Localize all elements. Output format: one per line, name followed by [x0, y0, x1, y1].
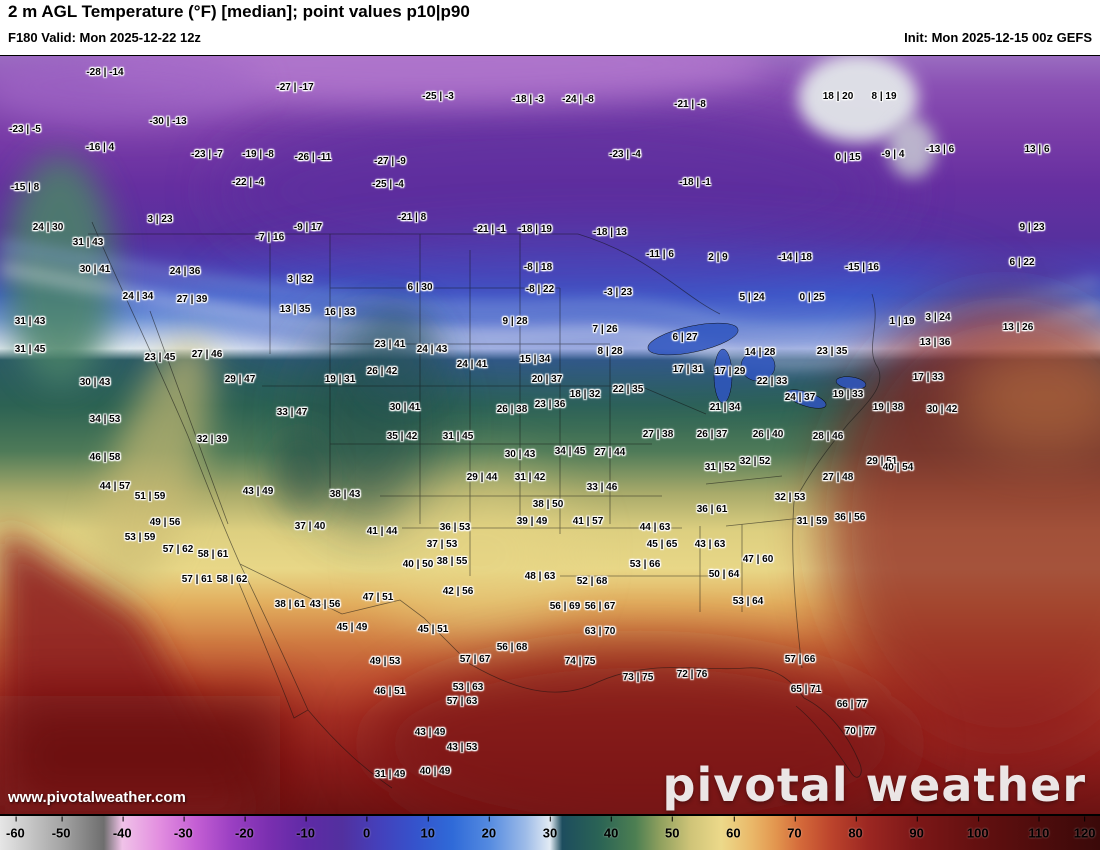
map-header: 2 m AGL Temperature (°F) [median]; point… — [0, 0, 1100, 55]
colorbar-tick-label: 40 — [603, 816, 619, 841]
colorbar-tick-label: -50 — [51, 816, 71, 841]
colorbar-tick-label: -40 — [112, 816, 132, 841]
colorbar-tick-label: -20 — [235, 816, 254, 841]
temperature-colorbar: -60 -50 -40 -30 -20 -10 0 10 20 30 40 50 60 70 80 90 100… — [0, 815, 1100, 850]
colorbar-tick-label: 90 — [909, 816, 924, 841]
colorbar-tick-label: 80 — [848, 816, 863, 841]
hudson-bay-ice — [798, 56, 936, 178]
pivotalweather-logo: pivotal weather — [662, 758, 1086, 812]
colorbar-tick-label: 70 — [787, 816, 802, 841]
colorbar-tick-label: 60 — [726, 816, 741, 841]
map-art — [0, 56, 1100, 814]
init-time-label: Init: Mon 2025-12-15 00z GEFS — [904, 30, 1092, 45]
colorbar-tick-label: 20 — [481, 816, 497, 841]
colorbar-tick-label: -60 — [5, 816, 25, 841]
colorbar-tick-label: 120 — [1073, 816, 1096, 841]
colorbar-tick-label: 50 — [664, 816, 680, 841]
map-region[interactable]: www.pivotalweather.com pivotal weather — [0, 55, 1100, 815]
state-borders — [88, 221, 881, 789]
colorbar-tick-label: 110 — [1028, 816, 1050, 841]
colorbar-tick-label: -30 — [173, 816, 193, 841]
valid-time-label: F180 Valid: Mon 2025-12-22 12z — [8, 30, 201, 45]
colorbar-tick-label: 0 — [363, 816, 371, 841]
site-watermark: www.pivotalweather.com — [8, 789, 186, 806]
map-title: 2 m AGL Temperature (°F) [median]; point… — [8, 2, 470, 21]
colorbar-tick-label: 10 — [420, 816, 435, 841]
colorbar-tick-label: 30 — [542, 816, 558, 841]
colorbar-tick-label: 100 — [966, 816, 989, 841]
great-lakes — [647, 322, 867, 409]
temperature-shading — [0, 56, 1100, 814]
colorbar-tick-label: -10 — [296, 816, 315, 841]
